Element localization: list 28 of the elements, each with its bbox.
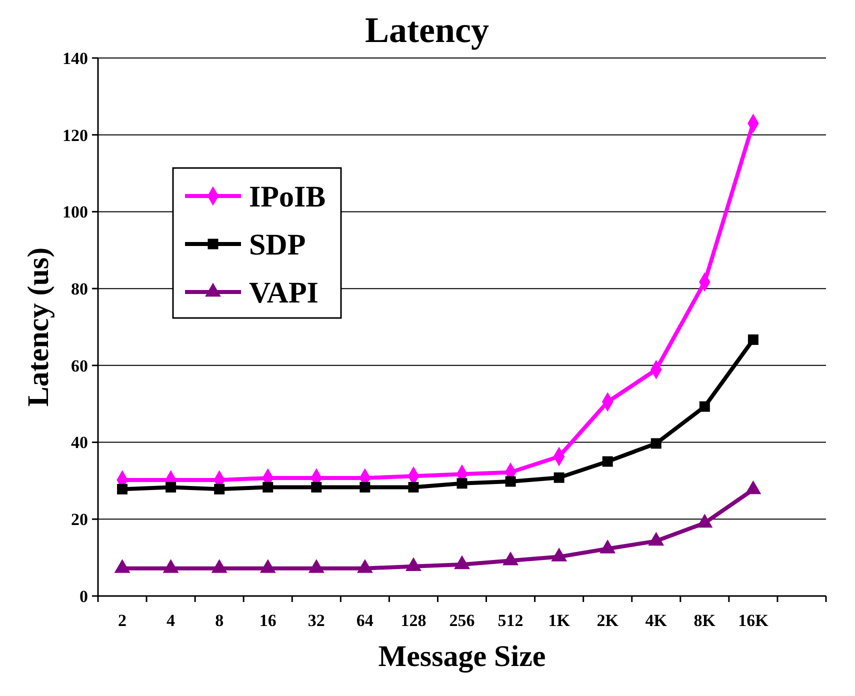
x-tick-label: 64 xyxy=(356,611,374,630)
y-tick-label: 40 xyxy=(71,433,88,452)
x-tick-label: 16K xyxy=(738,611,770,630)
x-tick-label: 32 xyxy=(308,611,325,630)
x-tick-label: 8K xyxy=(694,611,716,630)
x-tick-label: 8 xyxy=(215,611,224,630)
y-axis-title: Latency (us) xyxy=(22,247,55,407)
x-tick-label: 2 xyxy=(118,611,127,630)
x-tick-label: 128 xyxy=(400,611,426,630)
x-axis-title: Message Size xyxy=(378,640,546,673)
x-tick-label: 4K xyxy=(645,611,668,630)
x-tick-label: 1K xyxy=(548,611,571,630)
x-tick-label: 16 xyxy=(259,611,276,630)
y-tick-label: 20 xyxy=(71,510,88,530)
x-tick-label: 512 xyxy=(498,611,524,630)
legend-label: VAPI xyxy=(249,276,318,310)
legend-label: SDP xyxy=(249,228,306,262)
y-tick-label: 80 xyxy=(71,280,88,299)
x-tick-label: 4 xyxy=(166,611,176,630)
x-tick-label: 256 xyxy=(449,611,475,630)
chart-title: Latency xyxy=(365,10,489,50)
y-tick-label: 0 xyxy=(80,586,88,606)
y-tick-label: 100 xyxy=(62,202,88,222)
y-tick-label: 60 xyxy=(71,356,88,376)
y-tick-label: 140 xyxy=(62,48,88,68)
y-tick-label: 120 xyxy=(62,126,88,145)
x-tick-label: 2K xyxy=(596,611,620,630)
legend-label: IPoIB xyxy=(249,180,326,214)
